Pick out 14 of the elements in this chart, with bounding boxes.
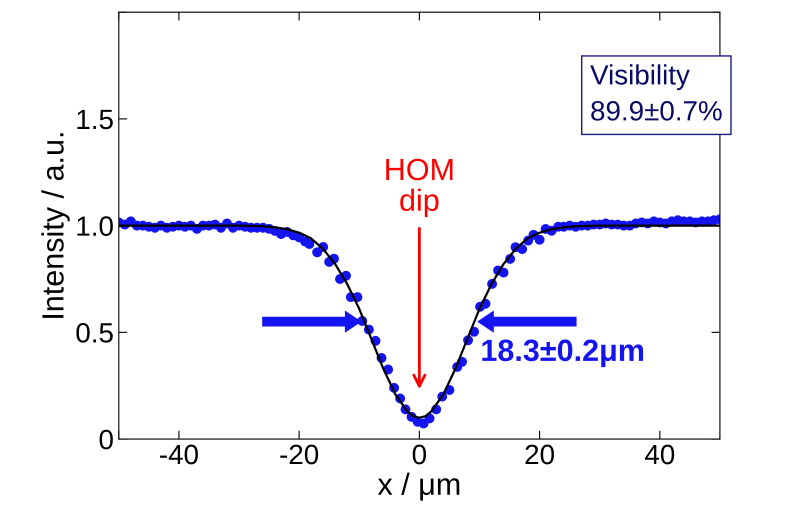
x-tick-label: -20 [280, 444, 318, 464]
x-tick-label: 40 [645, 444, 674, 464]
y-axis-title: Intensity / a.u. [41, 133, 70, 318]
annotation: Visibility 89.9±0.7% [590, 64, 722, 121]
y-tick-label: 0.5 [76, 323, 113, 343]
y-tick-label: 1.0 [77, 216, 113, 236]
y-tick-label: 1.5 [77, 110, 113, 130]
x-tick-label: 0 [412, 444, 426, 464]
annotation: 18.3±0.2μm [482, 340, 644, 368]
y-tick-label: 0 [100, 430, 113, 450]
annotation: HOM dip [386, 158, 452, 218]
x-axis-title: x / μm [378, 472, 460, 501]
x-tick-label: -40 [160, 444, 198, 464]
x-tick-label: 20 [526, 444, 554, 464]
